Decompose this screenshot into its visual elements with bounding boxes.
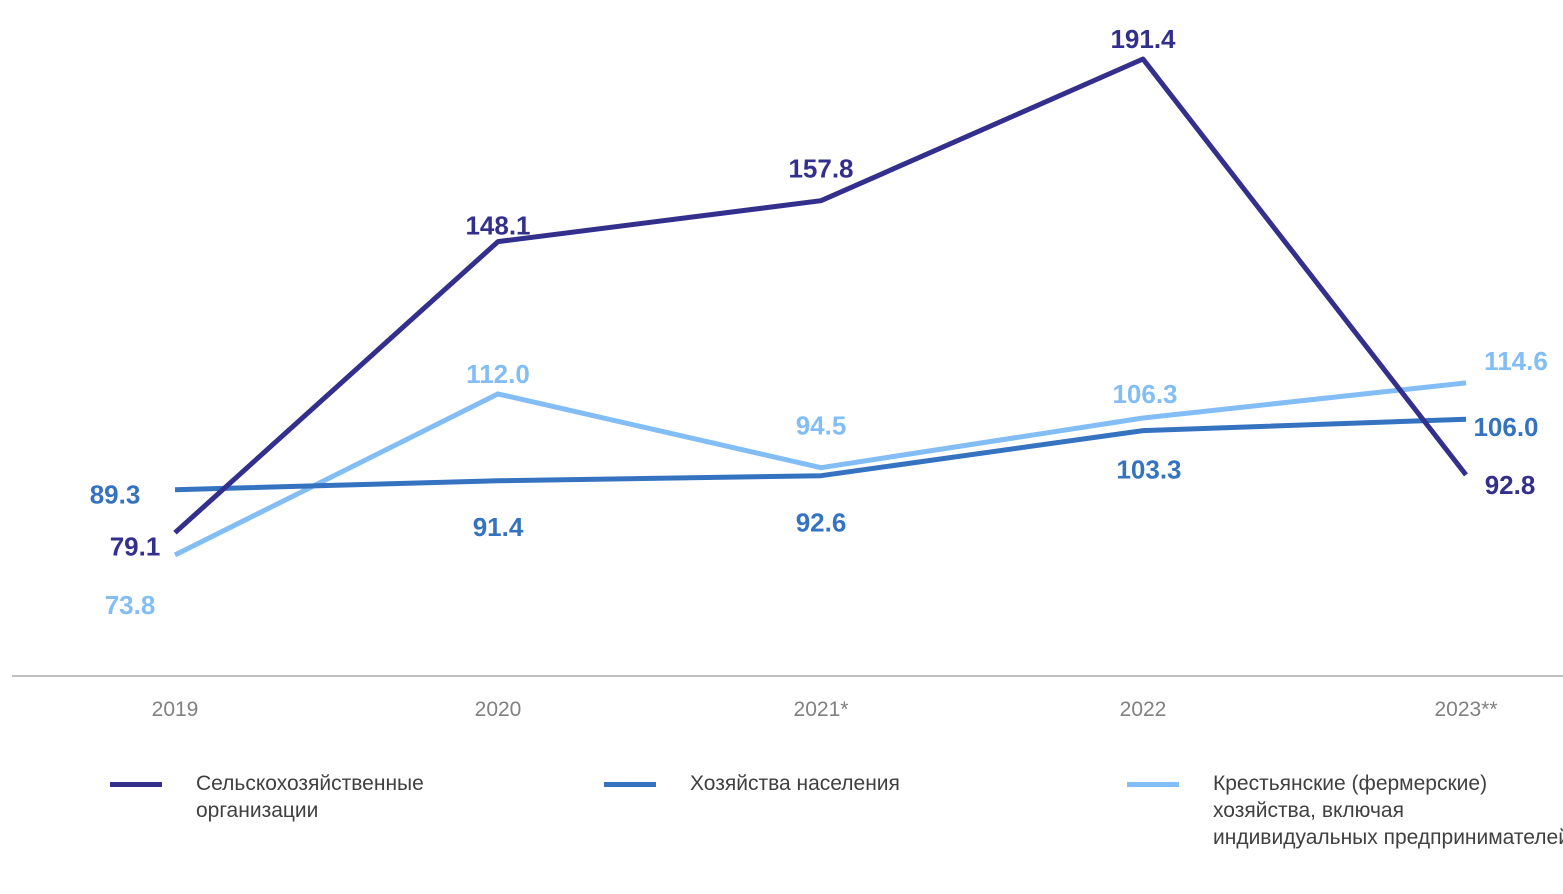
line-chart: 2019 2020 2021* 2022 2023** 79.1 148.1 157.8 19…	[12, 24, 1563, 721]
data-label-agricultural-organizations: 157.8	[788, 154, 853, 184]
data-label-farms: 112.0	[466, 359, 530, 389]
data-label-households: 103.3	[1116, 455, 1181, 485]
x-tick-label: 2019	[152, 698, 199, 721]
legend-label-agricultural-organizations: Сельскохозяйственные организации	[196, 772, 424, 822]
legend-swatch-agricultural-organizations	[110, 782, 162, 787]
data-label-households: 89.3	[90, 480, 141, 510]
data-label-farms: 73.8	[105, 590, 156, 620]
x-tick-label: 2022	[1120, 698, 1167, 721]
x-tick-label: 2020	[475, 698, 522, 721]
legend-label-households: Хозяйства населения	[690, 772, 900, 795]
data-label-households: 91.4	[473, 512, 524, 542]
legend-label-farms: Крестьянские (фермерские) хозяйства, вкл…	[1213, 772, 1563, 849]
series-line-farms	[173, 380, 1467, 558]
data-label-agricultural-organizations: 79.1	[110, 532, 161, 562]
legend-swatch-farms	[1127, 782, 1179, 787]
legend-item-households: Хозяйства населения	[604, 770, 990, 797]
data-label-agricultural-organizations: 148.1	[465, 211, 530, 241]
data-label-farms: 106.3	[1112, 379, 1177, 409]
legend-swatch-households	[604, 782, 656, 787]
data-label-farms: 114.6	[1484, 346, 1548, 376]
data-label-farms: 94.5	[796, 411, 847, 441]
legend-item-agricultural-organizations: Сельскохозяйственные организации	[110, 770, 496, 824]
data-label-households: 106.0	[1473, 412, 1538, 442]
data-label-agricultural-organizations: 92.8	[1485, 470, 1536, 500]
data-label-agricultural-organizations: 191.4	[1110, 24, 1176, 54]
x-tick-label: 2021*	[794, 698, 849, 721]
series-line-agricultural-organizations	[173, 56, 1468, 535]
series-line-households	[174, 416, 1467, 493]
legend-item-farms: Крестьянские (фермерские) хозяйства, вкл…	[1127, 770, 1563, 851]
data-label-households: 92.6	[796, 508, 847, 538]
x-tick-label: 2023**	[1434, 698, 1497, 721]
